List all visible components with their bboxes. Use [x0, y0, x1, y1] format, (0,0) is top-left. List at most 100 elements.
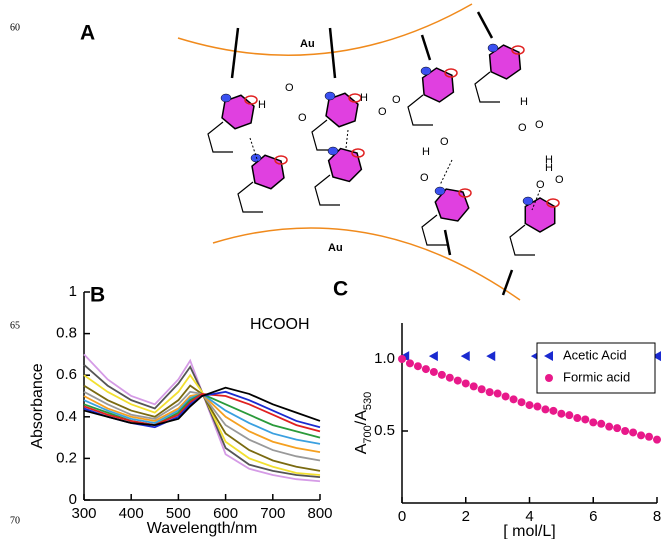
chart: 1.0 0.5 0 2 4 6 8 [ mol/L] A700/A530 C Acetic Acid…: [333, 278, 661, 539]
spectrum-line: [83, 390, 321, 462]
atom-label: O: [298, 112, 307, 124]
y-tick-label: 1.0: [374, 350, 395, 367]
point: [645, 432, 654, 441]
point: [460, 351, 470, 362]
y-tick-label: 0.6: [56, 366, 77, 383]
point: [477, 385, 486, 394]
x-tick-label: 500: [166, 505, 191, 522]
point: [461, 379, 470, 388]
atom-o: [546, 198, 560, 208]
line-number: 65: [10, 320, 20, 331]
x-tick-label: 400: [119, 505, 144, 522]
point: [549, 406, 558, 415]
hydrogen-bond: [531, 189, 541, 211]
electrode: [212, 227, 521, 301]
point: [469, 382, 478, 391]
atom-n: [420, 66, 432, 76]
legend-marker: [545, 374, 553, 382]
panel-label: A: [80, 22, 95, 45]
ring: [251, 154, 285, 190]
spectrum-line: [83, 373, 321, 476]
atom-label: O: [536, 179, 545, 191]
hydrogen-bond: [249, 137, 259, 163]
y-tick-label: 0.5: [374, 422, 395, 439]
atom-o: [351, 148, 365, 158]
atom-label: H: [422, 146, 430, 158]
x-tick-label: 0: [398, 508, 406, 525]
atom-n: [434, 186, 446, 196]
point: [605, 422, 614, 431]
atom-o: [274, 155, 288, 165]
hydrogen-bond: [345, 129, 349, 149]
panel-label: C: [333, 278, 348, 301]
bond: [230, 27, 240, 79]
backbone: [237, 181, 263, 213]
point: [428, 351, 438, 362]
ring: [434, 188, 470, 222]
atom-label: O: [440, 136, 449, 148]
x-tick-label: 4: [525, 508, 533, 525]
atom-o: [458, 188, 472, 198]
hydrogen-bond: [439, 159, 453, 186]
point: [493, 389, 502, 398]
atom-label: O: [285, 82, 294, 94]
spectrum-line: [83, 392, 321, 454]
atom-n: [327, 146, 339, 156]
x-axis-label: [ mol/L]: [503, 523, 555, 539]
x-tick-label: 8: [653, 508, 661, 525]
legend-label: Acetic Acid: [563, 347, 627, 362]
x-tick-label: 800: [307, 505, 332, 522]
y-axis-label-part: 700: [362, 425, 374, 443]
atom-label: O: [535, 119, 544, 131]
y-axis-label: Absorbance: [29, 363, 46, 448]
point: [637, 431, 646, 440]
point: [517, 398, 526, 407]
backbone: [474, 71, 500, 103]
electrode-label: Au: [300, 38, 315, 50]
atom-label: O: [378, 106, 387, 118]
y-tick-label: 1: [69, 283, 77, 300]
atom-label: O: [392, 94, 401, 106]
line-number: 70: [10, 515, 20, 526]
spectrum-line: [83, 384, 321, 472]
y-tick-label: 0.2: [56, 449, 77, 466]
electrode-label: Au: [328, 242, 343, 254]
point: [589, 418, 598, 427]
point: [652, 351, 661, 362]
y-axis-label-part: 530: [362, 392, 374, 410]
atom-label: H: [360, 92, 368, 104]
point: [621, 427, 630, 435]
backbone: [509, 224, 535, 256]
point: [486, 351, 496, 362]
atom-n: [487, 43, 499, 53]
y-tick-label: 0.4: [56, 408, 77, 425]
backbone: [407, 94, 433, 126]
x-tick-label: 600: [213, 505, 238, 522]
atom-label: H: [545, 162, 553, 174]
spectrum-line: [83, 386, 321, 427]
atom-label: O: [518, 122, 527, 134]
spectrum-line: [83, 364, 321, 479]
atom-label: O: [420, 172, 429, 184]
backbone: [207, 121, 233, 153]
x-tick-label: 2: [462, 508, 470, 525]
electrode: [177, 3, 473, 56]
y-axis-label-part: /A: [353, 410, 370, 425]
y-axis-label: A700/A530: [353, 392, 374, 455]
spectrum-line: [83, 392, 321, 433]
spectrum-line: [83, 392, 321, 445]
point: [429, 367, 438, 376]
point: [613, 424, 622, 433]
atom-label: H: [545, 154, 553, 166]
x-tick-label: 700: [260, 505, 285, 522]
point: [525, 401, 534, 410]
point: [557, 409, 566, 418]
bond: [443, 229, 452, 256]
bond: [420, 34, 432, 61]
line-number: 60: [10, 22, 20, 33]
atom-n: [220, 93, 232, 103]
point: [501, 392, 510, 401]
point: [573, 414, 582, 423]
point: [445, 373, 454, 382]
